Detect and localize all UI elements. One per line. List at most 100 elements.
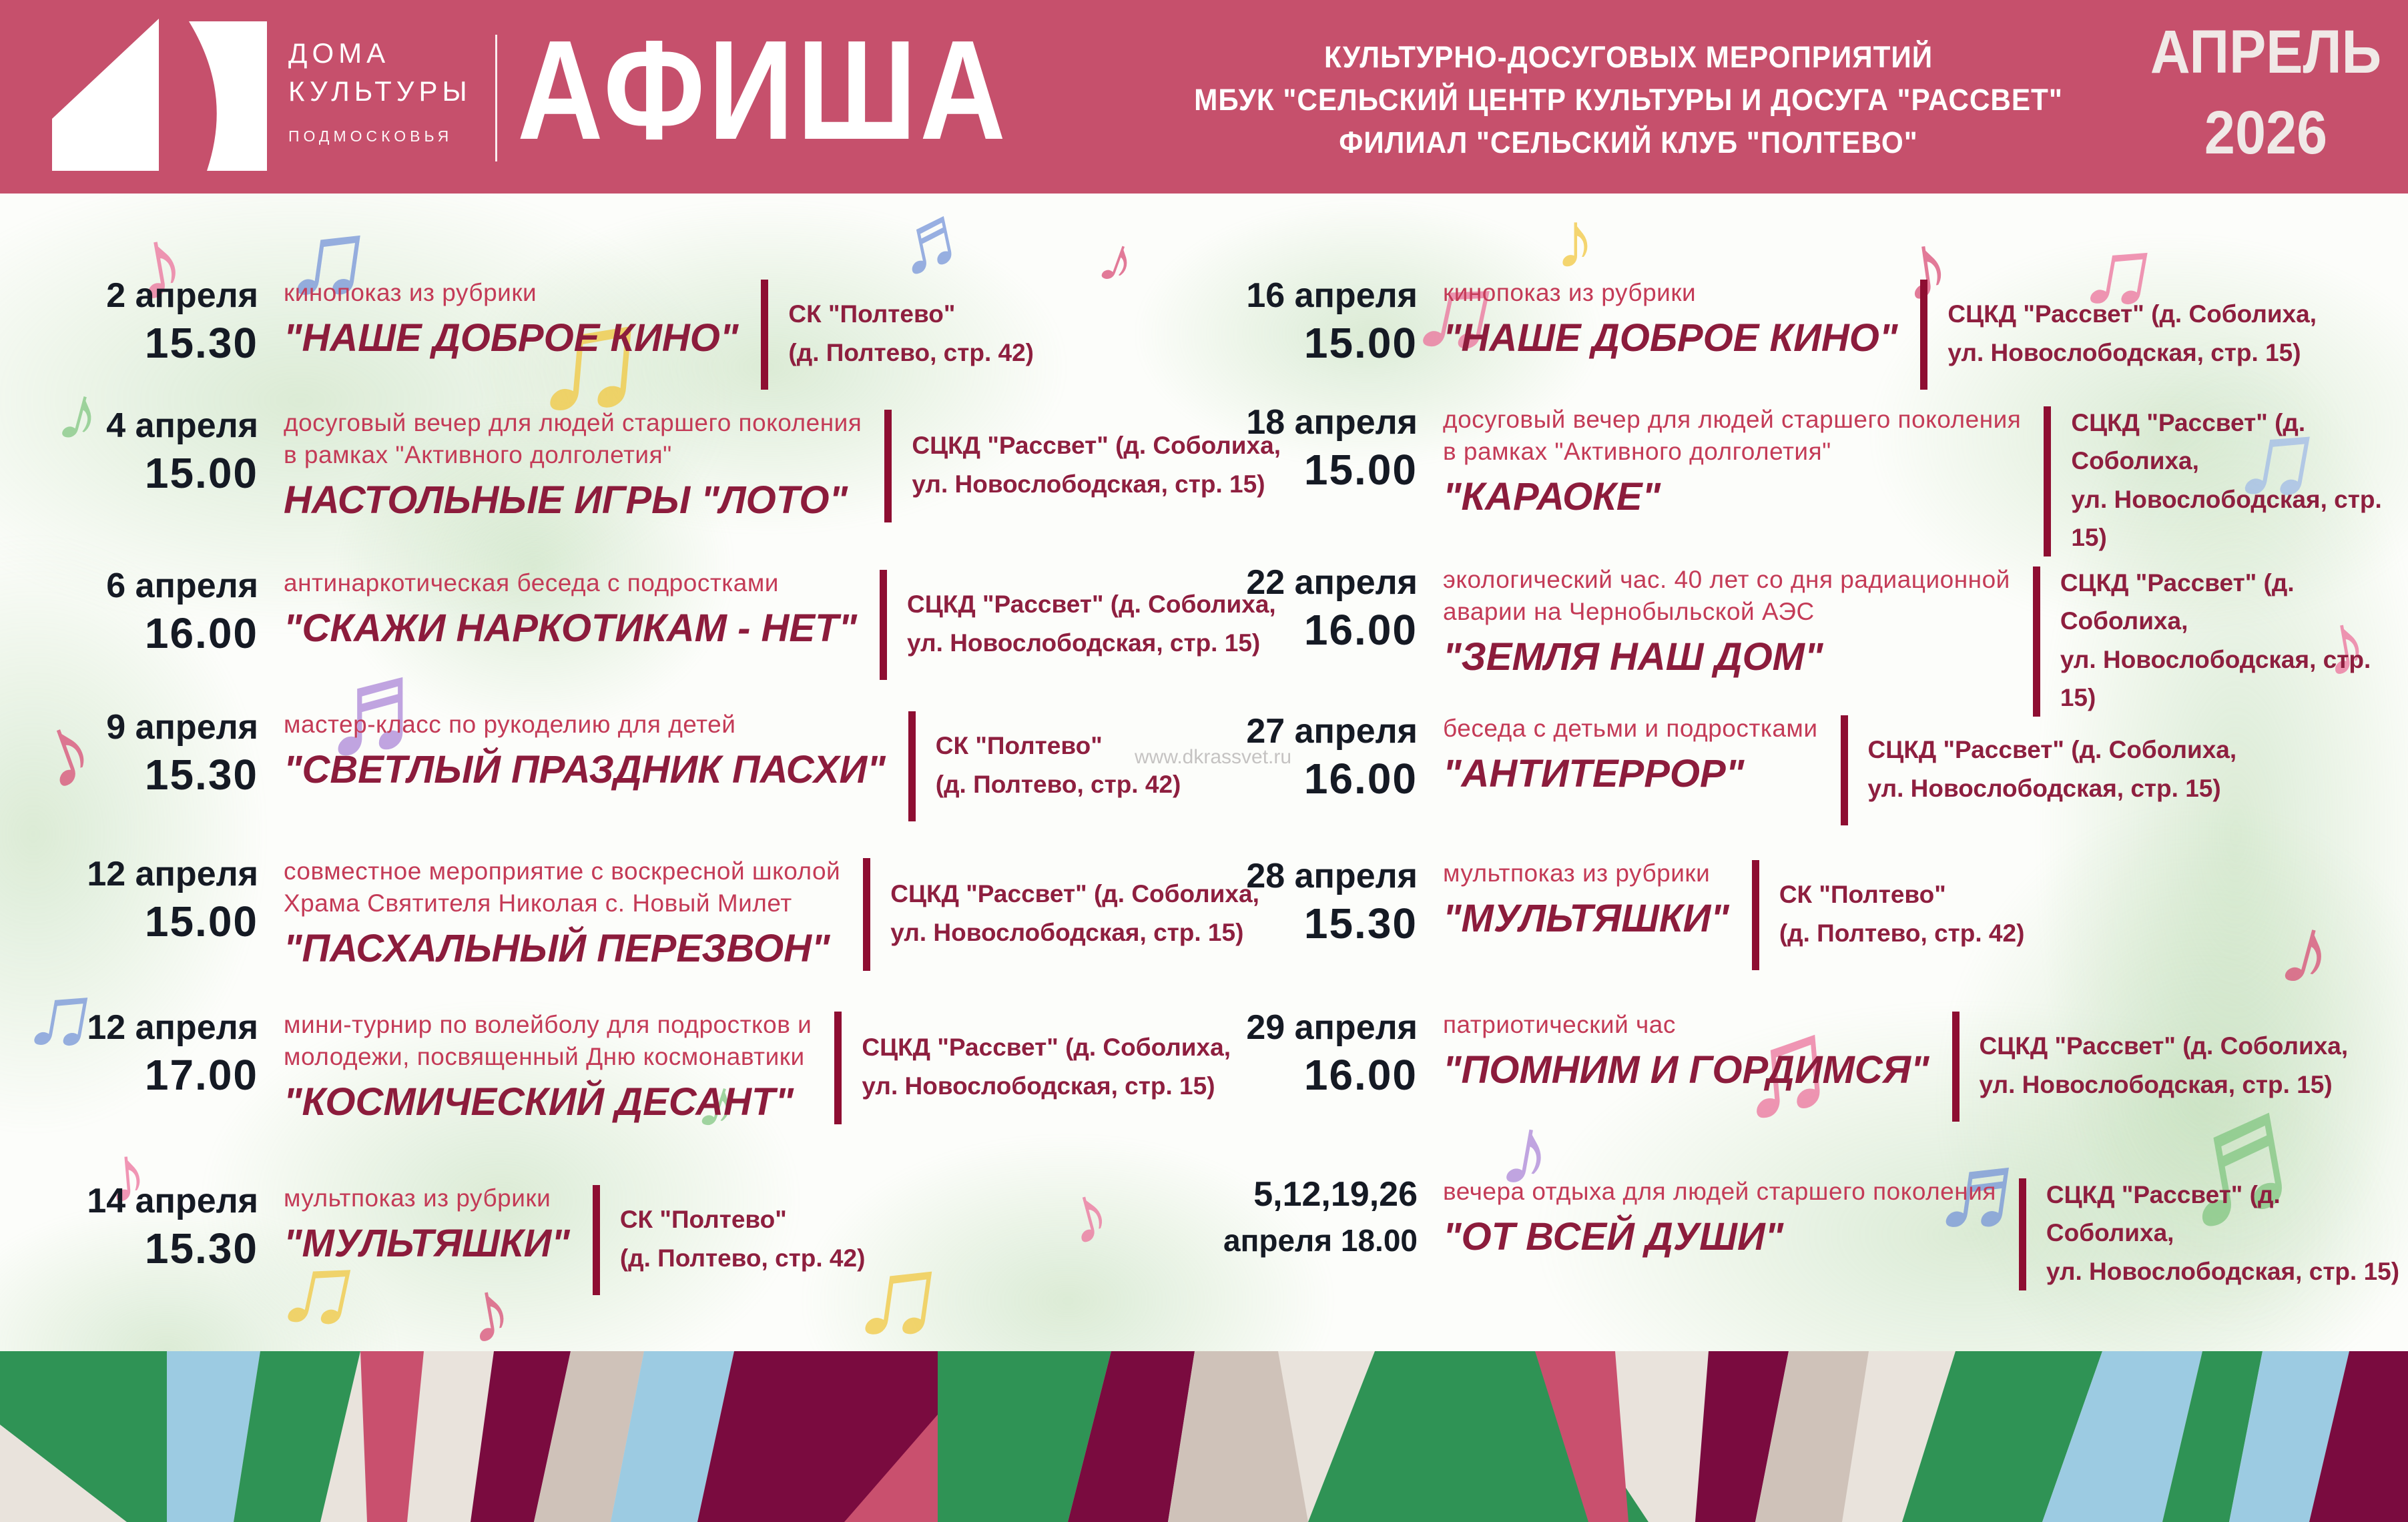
event-description-line: кинопоказ из рубрики (284, 279, 537, 306)
event-description: антинаркотическая беседа с подростками (284, 567, 857, 599)
event-venue: СЦКД "Рассвет" (д. Соболиха, ул. Новослоб… (1868, 731, 2237, 807)
event-time: апреля 18.00 (1223, 1223, 1418, 1258)
event-time: 15.30 (144, 319, 258, 368)
event-venue-line: ул. Новослободская, стр. 15) (907, 629, 1261, 657)
event-main: экологический час. 40 лет со дня радиаци… (1443, 564, 2010, 679)
event-title: "МУЛЬТЯШКИ" (1443, 897, 1729, 941)
venue-divider (2018, 1178, 2026, 1291)
event-venue-line: СЦКД "Рассвет" (д. Соболиха, (890, 880, 1259, 908)
month-label: АПРЕЛЬ (2150, 18, 2382, 86)
venue-divider (592, 1185, 600, 1295)
event-main: беседа с детьми и подростками "АНТИТЕРРО… (1443, 713, 1818, 796)
venue-divider (761, 280, 769, 390)
event-main: досуговый вечер для людей старшего покол… (284, 407, 862, 522)
dk-logo-icon (52, 19, 267, 171)
watercolor-blob (1935, 801, 2408, 1401)
event-time: 15.30 (1303, 899, 1418, 948)
event-description: беседа с детьми и подростками (1443, 713, 1818, 745)
event-venue-line: СЦКД "Рассвет" (д. Соболиха, (912, 432, 1281, 460)
watermark: www.dkrassvet.ru (1135, 746, 1292, 768)
event-description: досуговый вечер для людей старшего покол… (284, 407, 862, 471)
event-venue-line: ул. Новослободская, стр. 15) (2060, 645, 2371, 712)
event-venue-line: ул. Новослободская, стр. 15) (1867, 774, 2221, 802)
event-when: 9 апреля 15.30 (63, 708, 258, 800)
event-description-line: кинопоказ из рубрики (1443, 279, 1697, 306)
logo-line: ДОМА (288, 37, 390, 69)
event-date: 4 апреля (106, 406, 258, 445)
footer-pattern (0, 1351, 2408, 1522)
event-title: "ПАСХАЛЬНЫЙ ПЕРЕЗВОН" (284, 927, 830, 971)
event-date: 9 апреля (106, 708, 258, 747)
event-description-line: патриотический час (1443, 1011, 1676, 1038)
poster-subtitle: КУЛЬТУРНО-ДОСУГОВЫХ МЕРОПРИЯТИЙ МБУК "СЕ… (1158, 36, 2099, 164)
event-venue-line: СЦКД "Рассвет" (д. Соболиха, (1867, 736, 2237, 764)
event-main: мини-турнир по волейболу для подростков … (284, 1009, 812, 1124)
event-description: мастер-класс по рукоделию для детей (284, 709, 886, 741)
event-main: антинаркотическая беседа с подростками "… (284, 567, 857, 651)
header-banner: ДОМА КУЛЬТУРЫ ПОДМОСКОВЬЯ АФИША КУЛЬТУРН… (0, 0, 2408, 194)
logo-line: КУЛЬТУРЫ (288, 75, 472, 107)
event-row: 29 апреля 16.00 патриотический час "ПОМН… (1223, 1008, 2349, 1122)
event-venue-line: СЦКД "Рассвет" (д. Соболиха, (1979, 1032, 2349, 1060)
event-main: досуговый вечер для людей старшего покол… (1443, 404, 2021, 519)
event-title: "ПОМНИМ И ГОРДИМСЯ" (1443, 1048, 1929, 1092)
event-venue-line: (д. Полтево, стр. 42) (1779, 919, 2025, 947)
watercolor-blob (2036, 334, 2408, 1335)
event-venue: СЦКД "Рассвет" (д. Соболиха, ул. Новослоб… (1980, 1027, 2349, 1104)
event-description-line: совместное мероприятие с воскресной школ… (284, 857, 841, 885)
venue-divider (2044, 406, 2052, 557)
event-title: "НАШЕ ДОБРОЕ КИНО" (1443, 316, 1898, 360)
event-description: патриотический час (1443, 1009, 1929, 1041)
event-description: экологический час. 40 лет со дня радиаци… (1443, 564, 2010, 628)
event-main: мультпоказ из рубрики "МУЛЬТЯШКИ" (284, 1182, 570, 1266)
event-time: 17.00 (144, 1051, 258, 1100)
event-title: "КОСМИЧЕСКИЙ ДЕСАНТ" (284, 1080, 794, 1124)
month-year-badge: АПРЕЛЬ 2026 (2149, 12, 2383, 174)
year-label: 2026 (2204, 99, 2328, 167)
event-date: 6 апреля (106, 566, 258, 605)
venue-divider (880, 570, 888, 680)
event-date: 5,12,19,26 (1253, 1175, 1418, 1214)
venue-divider (863, 858, 871, 972)
event-when: 6 апреля 16.00 (63, 566, 258, 659)
subtitle-line: КУЛЬТУРНО-ДОСУГОВЫХ МЕРОПРИЯТИЙ (1323, 40, 1933, 74)
event-description: мультпоказ из рубрики (1443, 857, 1729, 889)
event-time: 15.00 (144, 449, 258, 498)
event-description-line: мультпоказ из рубрики (284, 1184, 551, 1212)
event-time: 15.30 (144, 751, 258, 799)
watercolor-blob (334, 400, 734, 734)
event-time: 16.00 (1303, 755, 1418, 803)
event-description: кинопоказ из рубрики (284, 277, 738, 309)
event-when: 2 апреля 15.30 (63, 276, 258, 368)
venue-divider (884, 410, 892, 523)
event-row: 6 апреля 16.00 антинаркотическая беседа … (63, 566, 1276, 680)
event-date: 2 апреля (106, 276, 258, 315)
event-when: 27 апреля 16.00 (1223, 712, 1418, 804)
event-venue-line: СК "Полтево" (935, 732, 1103, 760)
event-venue: СК "Полтево" (д. Полтево, стр. 42) (788, 295, 1034, 372)
event-description-line: мастер-класс по рукоделию для детей (284, 711, 736, 738)
event-venue-line: ул. Новослободская, стр. 15) (1947, 338, 2301, 366)
event-date: 27 апреля (1246, 712, 1418, 751)
event-description-line: мини-турнир по волейболу для подростков … (284, 1011, 812, 1038)
event-time: 15.00 (144, 897, 258, 946)
event-when: 4 апреля 15.00 (63, 406, 258, 498)
watercolor-blob (1869, 234, 2408, 634)
event-time: 15.00 (1303, 446, 1418, 494)
event-date: 12 апреля (87, 855, 258, 893)
event-title: "КАРАОКЕ" (1443, 475, 1661, 519)
event-description-line: Храма Святителя Николая с. Новый Милет (284, 889, 792, 917)
music-note-icon: ♪ (1555, 196, 1595, 285)
poster-title: АФИША (517, 11, 1009, 169)
event-row: 14 апреля 15.30 мультпоказ из рубрики "М… (63, 1182, 865, 1295)
logo-line: ПОДМОСКОВЬЯ (288, 127, 453, 145)
event-venue: СК "Полтево" (д. Полтево, стр. 42) (936, 727, 1181, 803)
event-time: 16.00 (144, 609, 258, 658)
event-venue-line: СЦКД "Рассвет" (д. Соболиха, (1947, 300, 2317, 328)
event-time: 16.00 (1303, 606, 1418, 655)
event-venue: СЦКД "Рассвет" (д. Соболиха, ул. Новослоб… (1947, 295, 2317, 372)
event-description-line: досуговый вечер для людей старшего покол… (1443, 406, 2022, 433)
event-when: 28 апреля 15.30 (1223, 857, 1418, 949)
event-venue-line: (д. Полтево, стр. 42) (935, 770, 1181, 798)
